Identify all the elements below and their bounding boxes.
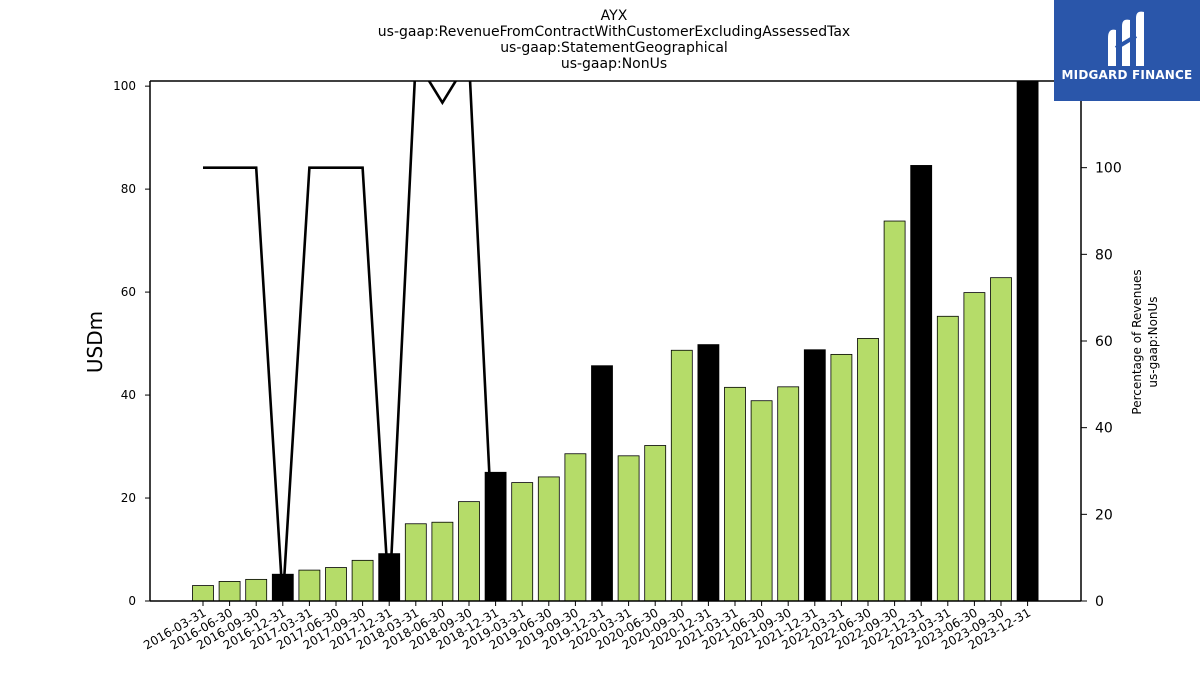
title-line-1: us-gaap:RevenueFromContractWithCustomerE… xyxy=(378,24,850,40)
bar-2021-03-31 xyxy=(724,386,746,602)
bar-2023-12-31 xyxy=(1016,80,1039,602)
y2-ticks: 0 20 40 60 80 100 xyxy=(1081,161,1122,610)
bar-2020-12-31 xyxy=(697,344,720,602)
bar-2020-06-30 xyxy=(644,445,667,602)
bar-2021-09-30 xyxy=(777,386,800,602)
bar-2017-09-30 xyxy=(351,559,374,602)
bar-2018-06-30 xyxy=(431,521,454,602)
bar-2016-06-30 xyxy=(218,581,241,602)
bar-2020-03-31 xyxy=(617,455,640,602)
bar-2023-06-30 xyxy=(963,292,986,602)
bar-2019-03-31 xyxy=(511,482,534,602)
y2-axis-title-line-1: us-gaap:NonUs xyxy=(1146,296,1160,387)
title-line-0: AYX xyxy=(601,8,628,24)
y2-tick-label: 0 xyxy=(1095,594,1104,610)
bar-2019-06-30 xyxy=(537,476,560,602)
y2-tick-label: 80 xyxy=(1095,247,1113,263)
logo-mark-icon xyxy=(1108,11,1144,67)
bars-group xyxy=(192,80,1039,602)
title-line-3: us-gaap:NonUs xyxy=(561,56,667,72)
y-tick-label: 60 xyxy=(121,285,136,299)
y-tick-label: 20 xyxy=(121,491,136,505)
y-tick-label: 0 xyxy=(128,594,136,608)
bar-2017-03-31 xyxy=(298,569,321,602)
bar-2018-09-30 xyxy=(458,501,480,602)
y-tick-label: 80 xyxy=(121,182,136,196)
chart-title: AYXus-gaap:RevenueFromContractWithCustom… xyxy=(378,8,850,72)
bar-2016-03-31 xyxy=(192,585,214,602)
bar-2021-06-30 xyxy=(750,400,773,602)
axis-labels: USDm Percentage of Revenues us-gaap:NonUs xyxy=(83,269,1160,414)
logo-text: MIDGARD FINANCE xyxy=(1061,68,1193,82)
bar-2019-12-31 xyxy=(591,365,613,602)
y-axis-title: USDm xyxy=(83,311,107,373)
bar-2022-03-31 xyxy=(830,353,853,602)
bar-2021-12-31 xyxy=(803,349,826,602)
bar-2017-06-30 xyxy=(325,567,347,602)
bar-2019-09-30 xyxy=(564,453,587,602)
bar-2020-09-30 xyxy=(670,349,693,602)
x-ticks: 2016-03-312016-06-302016-09-302016-12-31… xyxy=(141,601,1033,652)
y-ticks: 0 20 40 60 80 100 xyxy=(113,79,150,608)
bar-2018-03-31 xyxy=(404,523,427,602)
brand-logo: MIDGARD FINANCE xyxy=(1054,0,1200,101)
y2-tick-label: 60 xyxy=(1095,334,1113,350)
y2-tick-label: 20 xyxy=(1095,507,1113,523)
y2-axis-title-line-0: Percentage of Revenues xyxy=(1130,269,1144,414)
y-tick-label: 100 xyxy=(113,79,136,93)
bar-2023-03-31 xyxy=(936,315,959,602)
bar-2016-09-30 xyxy=(245,578,268,602)
y2-tick-label: 100 xyxy=(1095,161,1122,177)
bar-2023-09-30 xyxy=(990,277,1012,602)
bar-2022-12-31 xyxy=(910,165,933,602)
title-line-2: us-gaap:StatementGeographical xyxy=(500,40,728,56)
y2-tick-label: 40 xyxy=(1095,421,1113,437)
series-line-nonus xyxy=(203,81,497,601)
y-tick-label: 40 xyxy=(121,388,136,402)
bar-2022-09-30 xyxy=(883,220,906,602)
bar-2022-06-30 xyxy=(857,338,879,602)
line-group xyxy=(203,81,497,601)
